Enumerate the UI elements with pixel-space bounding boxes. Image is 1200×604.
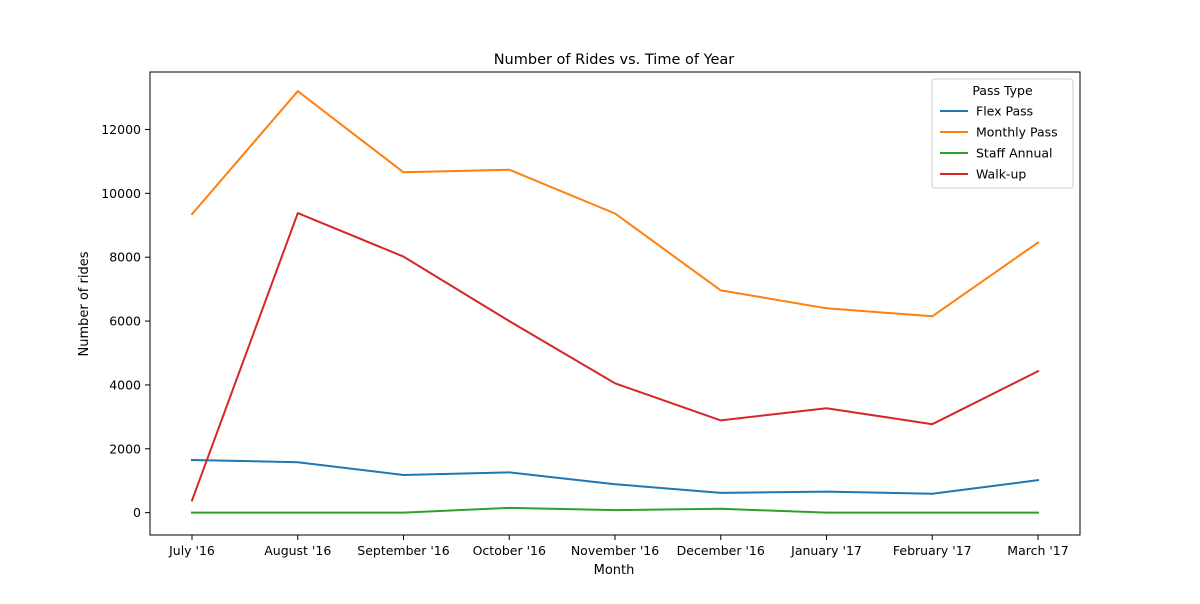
series-line-monthly-pass xyxy=(190,90,1040,318)
plot-area: July '16 August '16 September '16 October '… xyxy=(101,71,1081,558)
legend-box xyxy=(931,78,1074,189)
x-tick-label: October '16 xyxy=(473,543,546,558)
series-line-walk-up xyxy=(190,212,1040,502)
legend-label: Monthly Pass xyxy=(976,125,1058,140)
y-tick-label: 12000 xyxy=(101,122,141,137)
y-tick-label: 10000 xyxy=(101,186,141,201)
x-tick-label: November '16 xyxy=(571,543,659,558)
x-tick-label: March '17 xyxy=(1007,543,1068,558)
series-line-flex-pass xyxy=(190,458,1040,495)
series-line-staff-annual xyxy=(191,506,1039,514)
x-tick-label: September '16 xyxy=(357,543,449,558)
legend-label: Staff Annual xyxy=(976,146,1053,161)
chart-title: Number of Rides vs. Time of Year xyxy=(494,52,735,68)
y-tick-label: 6000 xyxy=(109,314,141,329)
x-tick-label: December '16 xyxy=(677,543,765,558)
y-tick-label: 0 xyxy=(133,505,141,520)
legend-label: Flex Pass xyxy=(976,104,1033,119)
x-axis-label: Month xyxy=(594,563,635,578)
y-tick-label: 8000 xyxy=(109,250,141,265)
legend-label: Walk-up xyxy=(976,167,1026,182)
y-axis-label: Number of rides xyxy=(77,251,92,356)
x-tick-label: July '16 xyxy=(168,543,215,558)
legend-title: Pass Type xyxy=(972,83,1033,98)
x-tick-label: January '17 xyxy=(790,543,862,558)
y-tick-label: 2000 xyxy=(109,441,141,456)
x-tick-label: February '17 xyxy=(893,543,972,558)
y-tick-label: 4000 xyxy=(109,377,141,392)
x-tick-label: August '16 xyxy=(264,543,331,558)
legend: Pass Type Flex Pass Monthly Pass Staff Annu… xyxy=(931,78,1074,189)
